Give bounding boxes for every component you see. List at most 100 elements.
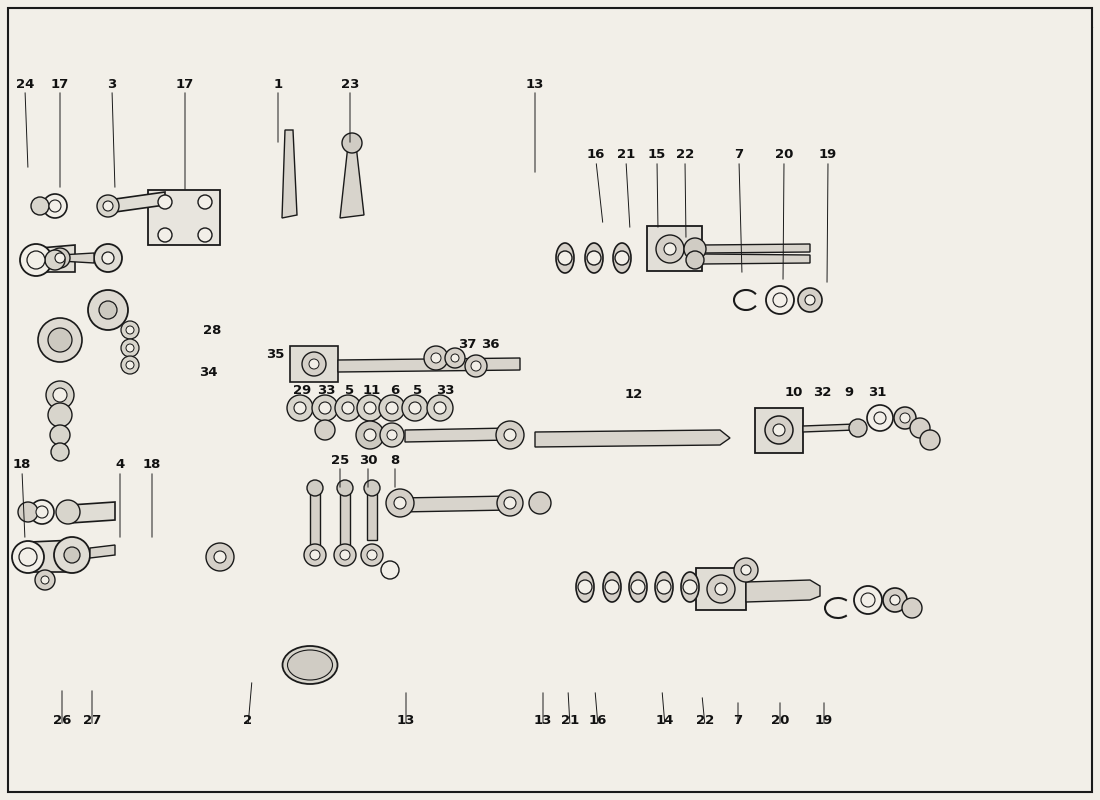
Circle shape [631, 580, 645, 594]
Text: 17: 17 [51, 78, 69, 90]
Text: 12: 12 [625, 387, 644, 401]
Circle shape [805, 295, 815, 305]
Circle shape [103, 201, 113, 211]
Circle shape [386, 489, 414, 517]
Bar [755, 408, 803, 453]
Circle shape [664, 243, 676, 255]
Polygon shape [220, 222, 565, 265]
Circle shape [529, 492, 551, 514]
Circle shape [121, 339, 139, 357]
Text: 13: 13 [534, 714, 552, 726]
Circle shape [773, 424, 785, 436]
Circle shape [46, 381, 74, 409]
Text: 9: 9 [845, 386, 854, 399]
Circle shape [64, 547, 80, 563]
Polygon shape [40, 245, 75, 272]
Polygon shape [200, 524, 300, 620]
Polygon shape [803, 424, 855, 432]
Circle shape [198, 195, 212, 209]
Polygon shape [310, 490, 320, 560]
Circle shape [504, 429, 516, 441]
Circle shape [686, 251, 704, 269]
Circle shape [28, 251, 45, 269]
Circle shape [381, 561, 399, 579]
Text: 26: 26 [53, 714, 72, 726]
Circle shape [334, 544, 356, 566]
Circle shape [50, 425, 70, 445]
Circle shape [56, 500, 80, 524]
Text: 25: 25 [331, 454, 349, 466]
Text: eurospares: eurospares [394, 404, 727, 456]
Text: 16: 16 [588, 714, 607, 726]
Circle shape [319, 402, 331, 414]
Polygon shape [702, 254, 810, 264]
Bar [696, 568, 746, 610]
Polygon shape [340, 490, 350, 545]
Circle shape [386, 402, 398, 414]
Circle shape [920, 430, 940, 450]
Text: 8: 8 [390, 454, 399, 466]
Polygon shape [220, 196, 565, 237]
Text: 33: 33 [317, 383, 336, 397]
Circle shape [874, 412, 886, 424]
Circle shape [504, 497, 516, 509]
Text: 5: 5 [414, 383, 422, 397]
Text: 2: 2 [243, 714, 253, 726]
Circle shape [402, 395, 428, 421]
Circle shape [798, 288, 822, 312]
Circle shape [19, 548, 37, 566]
Circle shape [36, 506, 48, 518]
Circle shape [379, 423, 404, 447]
Circle shape [379, 395, 405, 421]
Text: 22: 22 [696, 714, 714, 726]
Ellipse shape [654, 572, 673, 602]
Text: 34: 34 [199, 366, 218, 378]
Circle shape [615, 251, 629, 265]
Circle shape [496, 421, 524, 449]
Circle shape [340, 550, 350, 560]
Circle shape [336, 395, 361, 421]
Circle shape [312, 395, 338, 421]
Circle shape [94, 244, 122, 272]
Text: TAV. 33 · SOSPENSIONE ANTERIORE · LEVE: TAV. 33 · SOSPENSIONE ANTERIORE · LEVE [18, 18, 431, 36]
Bar [647, 226, 702, 271]
Text: 22: 22 [675, 149, 694, 162]
Circle shape [31, 197, 50, 215]
Circle shape [656, 235, 684, 263]
Text: 20: 20 [771, 714, 789, 726]
Circle shape [198, 228, 212, 242]
Polygon shape [405, 428, 510, 442]
Text: 30: 30 [359, 454, 377, 466]
Circle shape [206, 543, 234, 571]
Bar [148, 190, 220, 245]
Text: 13: 13 [526, 78, 544, 90]
Circle shape [356, 421, 384, 449]
Polygon shape [60, 253, 94, 263]
Text: 21: 21 [617, 149, 635, 162]
Polygon shape [40, 275, 100, 390]
Circle shape [20, 244, 52, 276]
Text: 18: 18 [143, 458, 162, 471]
Circle shape [431, 353, 441, 363]
Circle shape [50, 248, 70, 268]
Ellipse shape [556, 243, 574, 273]
Circle shape [121, 321, 139, 339]
Circle shape [307, 480, 323, 496]
Circle shape [446, 348, 465, 368]
Circle shape [53, 388, 67, 402]
Circle shape [741, 565, 751, 575]
Polygon shape [280, 210, 556, 260]
Text: 33: 33 [436, 383, 454, 397]
Text: 29: 29 [293, 383, 311, 397]
Circle shape [50, 200, 60, 212]
Circle shape [126, 326, 134, 334]
Circle shape [451, 354, 459, 362]
Polygon shape [282, 130, 297, 218]
Text: 19: 19 [815, 714, 833, 726]
Circle shape [587, 251, 601, 265]
Circle shape [867, 405, 893, 431]
Circle shape [126, 344, 134, 352]
Circle shape [158, 228, 172, 242]
Circle shape [12, 541, 44, 573]
Ellipse shape [603, 572, 622, 602]
